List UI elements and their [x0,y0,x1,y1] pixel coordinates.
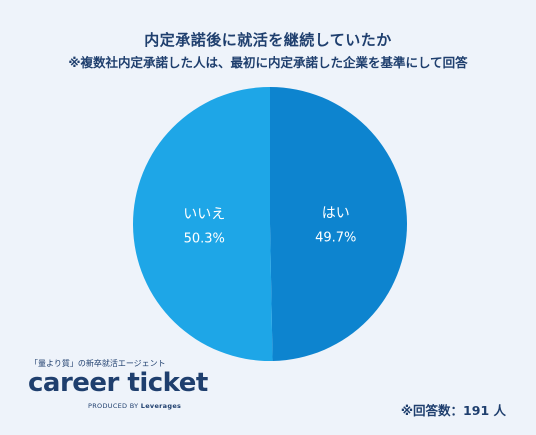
chart-subtitle: ※複数社内定承諾した人は、最初に内定承諾した企業を基準にして回答 [68,55,468,70]
chart-title: 内定承諾後に就活を継続していたか [144,31,392,49]
logo-company: Leverages [140,402,182,410]
career-ticket-logo: career ticket [28,368,208,398]
pie-slice-0 [270,86,408,361]
respondent-count: ※回答数：191 人 [400,403,506,418]
slice-value-1: 50.3% [184,232,225,247]
logo-produced-by: PRODUCED BY Leverages [88,402,181,410]
slice-label-0: はい [322,205,350,221]
logo-name-part2: ticket [118,368,208,398]
pie-slice-1 [133,87,273,361]
logo-produced-by-label: PRODUCED BY [88,402,139,410]
logo-tagline: 「量より質」の新卒就活エージェント [30,359,166,368]
slice-label-1: いいえ [183,207,225,223]
logo-name-part1: career [28,368,119,398]
slice-value-0: 49.7% [315,230,356,245]
